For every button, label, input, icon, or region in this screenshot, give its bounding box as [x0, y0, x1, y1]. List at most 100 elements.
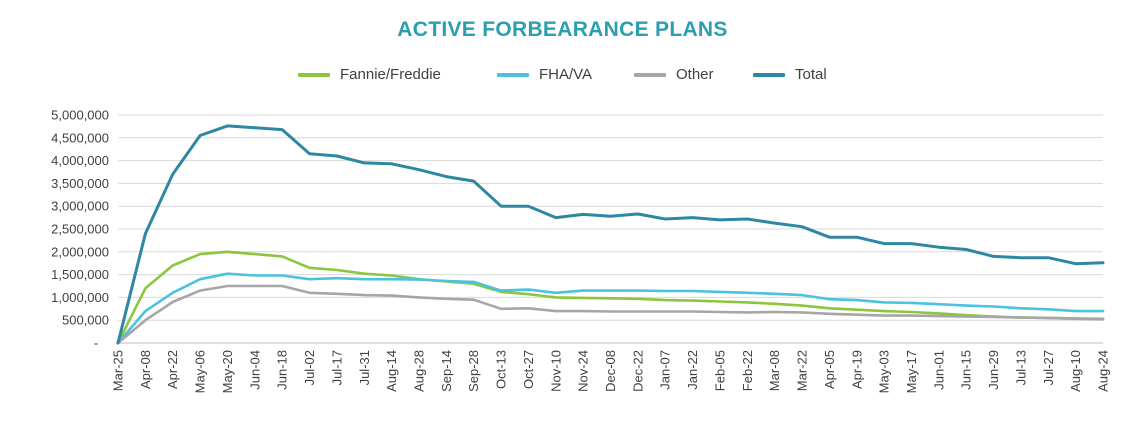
data-point [664, 290, 667, 292]
x-tick-label: Mar-25 [111, 350, 126, 391]
data-point [883, 310, 886, 313]
x-tick-label: Sep-14 [439, 350, 454, 392]
data-point [965, 315, 968, 318]
data-point [773, 302, 776, 305]
x-tick-label: Jul-02 [302, 350, 317, 385]
data-point [609, 310, 612, 313]
data-point [335, 277, 338, 280]
data-point [582, 289, 585, 292]
x-tick-label: May-20 [220, 350, 235, 393]
data-point [1102, 261, 1104, 264]
data-point [281, 274, 284, 277]
data-point [992, 305, 995, 308]
data-point [773, 292, 776, 295]
data-point [937, 246, 940, 249]
data-point [281, 285, 284, 287]
data-point [171, 291, 174, 294]
data-point [335, 269, 338, 271]
data-point [937, 303, 940, 306]
legend-swatch-other [634, 72, 666, 77]
data-point [363, 294, 366, 297]
data-point [1019, 307, 1022, 310]
data-point [664, 299, 667, 302]
data-point [554, 310, 557, 313]
data-point [472, 298, 475, 301]
data-point [746, 291, 749, 294]
legend-label-fha-va: FHA/VA [539, 66, 593, 83]
data-point [554, 296, 557, 299]
x-tick-label: May-03 [877, 350, 892, 393]
data-point [746, 218, 749, 220]
data-point [226, 124, 229, 127]
data-point [1102, 310, 1104, 313]
data-point [718, 300, 721, 303]
data-point [718, 311, 721, 313]
data-point [828, 307, 831, 310]
y-tick-label: 1,500,000 [51, 267, 109, 282]
legend-label-other: Other [676, 66, 714, 83]
x-tick-label: Aug-10 [1068, 350, 1083, 392]
x-tick-label: Mar-08 [767, 350, 782, 391]
data-point [500, 289, 503, 292]
x-tick-label: Nov-10 [548, 350, 563, 392]
y-tick-label: 3,500,000 [51, 176, 109, 191]
data-point [1074, 262, 1077, 265]
x-tick-label: May-06 [193, 350, 208, 393]
data-point [582, 310, 585, 313]
y-tick-label: 4,000,000 [51, 153, 109, 168]
data-point [636, 213, 639, 215]
data-point [390, 278, 393, 281]
data-point [937, 312, 940, 315]
data-point [801, 294, 803, 297]
data-point [445, 175, 448, 178]
data-point [199, 289, 202, 292]
data-point [801, 225, 803, 228]
data-point [418, 168, 420, 171]
data-point [363, 278, 366, 281]
data-point [855, 299, 858, 302]
x-tick-label: Jul-17 [329, 350, 344, 385]
data-point [144, 287, 147, 290]
legend-swatch-fannie-freddie [298, 72, 330, 77]
chart-title: ACTIVE FORBEARANCE PLANS [397, 18, 728, 41]
data-point [1047, 256, 1050, 259]
data-point [1102, 318, 1104, 321]
data-point [554, 291, 557, 294]
data-point [390, 162, 393, 165]
legend-item-fannie-freddie: Fannie/Freddie [298, 66, 441, 83]
data-point [554, 216, 557, 219]
y-tick-label: 4,500,000 [51, 130, 109, 145]
data-point [855, 308, 858, 311]
data-point [691, 299, 694, 302]
x-tick-label: Jan-07 [658, 350, 673, 390]
data-point [883, 242, 886, 245]
data-point [1074, 317, 1077, 320]
data-point [199, 253, 202, 256]
legend-item-fha-va: FHA/VA [497, 66, 592, 83]
data-point [691, 216, 694, 219]
data-point [199, 278, 202, 281]
data-point [609, 215, 612, 218]
data-point [253, 253, 256, 256]
y-tick-label: 3,000,000 [51, 199, 109, 214]
data-point [828, 312, 831, 315]
data-point [527, 293, 530, 296]
data-point [418, 278, 420, 281]
legend-item-other: Other [634, 66, 714, 83]
data-point [910, 242, 913, 245]
y-tick-label: 500,000 [62, 313, 109, 328]
data-point [1047, 316, 1050, 319]
data-point [144, 232, 147, 235]
x-tick-label: Oct-13 [494, 350, 509, 389]
legend-label-total: Total [795, 66, 827, 83]
data-point [773, 222, 776, 225]
y-tick-label: 2,500,000 [51, 222, 109, 237]
data-point [691, 310, 694, 313]
series-line-fha-va [116, 272, 1105, 345]
data-point [171, 301, 174, 303]
data-point [910, 301, 913, 304]
data-point [746, 311, 749, 314]
data-point [144, 319, 147, 322]
x-tick-label: Jun-04 [247, 350, 262, 390]
